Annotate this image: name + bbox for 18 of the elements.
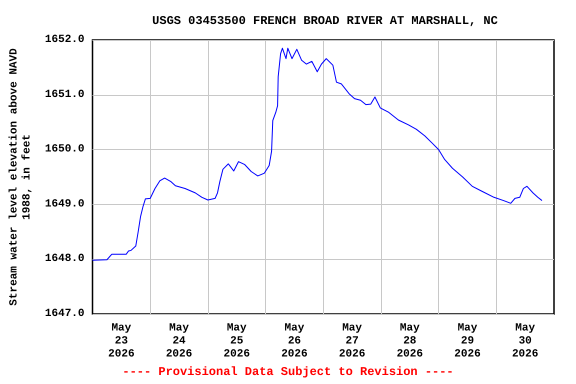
- y-tick-label: 1650.0: [44, 144, 85, 156]
- x-tick-label: May 28 2026: [396, 322, 423, 360]
- y-tick-label: 1651.0: [44, 88, 85, 101]
- x-tick-label: May 27 2026: [338, 322, 366, 360]
- x-tick-label: May 30 2026: [512, 322, 538, 360]
- x-tick-label: May 25 2026: [224, 322, 250, 360]
- y-axis-title: Stream water level elevation above NAVD 1988, in feet: [8, 48, 34, 306]
- y-tick-label: 1649.0: [44, 198, 85, 210]
- y-tick-label: 1652.0: [44, 34, 85, 46]
- x-tick-label: May 29 2026: [454, 322, 481, 360]
- x-tick-label: May 26 2026: [281, 322, 308, 360]
- text: ---- Provisional Data Subject to Revision ----: [122, 365, 454, 379]
- y-tick-label: 1648.0: [44, 253, 85, 266]
- line-series: [92, 48, 542, 261]
- chart-title: USGS 03453500 FRENCH BROAD RIVER AT MARSHALL, NC: [152, 14, 498, 28]
- x-tick-label: May 23 2026: [108, 322, 135, 360]
- y-tick-label: 1647.0: [44, 308, 85, 320]
- x-tick-label: May 24 2026: [166, 322, 192, 360]
